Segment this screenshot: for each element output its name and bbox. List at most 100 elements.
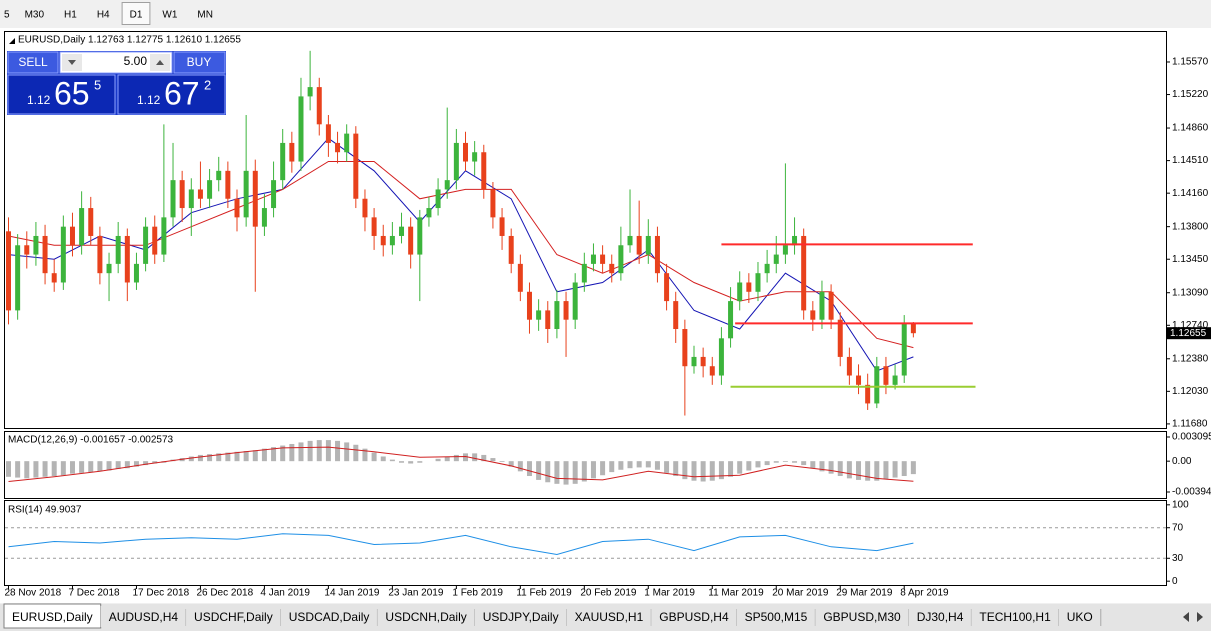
candle-body [874, 366, 880, 404]
chart-tab[interactable]: USDCHF,Daily [194, 610, 273, 624]
macd-bar [325, 440, 331, 462]
lot-value[interactable]: 5.00 [124, 54, 148, 68]
chart-tab-bg [651, 606, 737, 627]
sell-button[interactable] [7, 51, 59, 74]
macd-bar [15, 461, 21, 478]
x-tick-label: 17 Dec 2018 [132, 588, 189, 599]
timeframe-button[interactable]: H4 [97, 10, 110, 21]
candle-body [243, 170, 249, 218]
macd-bar [782, 461, 788, 462]
macd-bar [60, 461, 66, 476]
chart-tab[interactable]: SP500,M15 [745, 610, 808, 624]
candle-body [280, 142, 286, 181]
macd-bar [143, 461, 149, 466]
macd-bar [865, 461, 871, 481]
macd-bar [42, 461, 48, 477]
macd-bar [581, 461, 587, 482]
macd-bar [609, 461, 615, 473]
candle-body [444, 180, 450, 190]
chart-tab[interactable]: USDCAD,Daily [289, 610, 370, 624]
candle-body [673, 301, 679, 330]
macd-bar [755, 461, 761, 468]
timeframe-toolbar: 5 M30 H1 H4 D1 W1 MN [4, 2, 213, 25]
macd-bar [691, 461, 697, 481]
timeframe-button[interactable]: H1 [64, 10, 77, 21]
candle-body [344, 133, 350, 153]
candle-body [170, 180, 176, 218]
chart-tab-bg [377, 606, 475, 627]
tab-scroll-right[interactable] [1197, 612, 1203, 622]
candle-body [600, 254, 606, 264]
chart-tab[interactable]: XAUUSD,H1 [575, 610, 644, 624]
x-tick-label: 28 Nov 2018 [5, 588, 62, 599]
timeframe-button[interactable]: 5 [4, 10, 10, 21]
chart-tab[interactable]: EURUSD,Daily [12, 610, 93, 624]
buy-price-main: 67 [164, 75, 200, 111]
candle-body [453, 142, 459, 181]
macd-bar [636, 461, 642, 468]
candle-body [883, 366, 889, 385]
timeframe-button[interactable]: W1 [162, 10, 177, 21]
chart-tab[interactable]: USDJPY,Daily [483, 610, 559, 624]
chart-tab-bg [280, 606, 378, 627]
macd-bar [590, 461, 596, 479]
candle-body [627, 235, 633, 246]
chart-tab[interactable]: UKO [1067, 610, 1093, 624]
chart-tab[interactable]: TECH100,H1 [979, 610, 1051, 624]
y-tick-label: 1.15570 [1172, 57, 1209, 68]
macd-bar [545, 461, 551, 483]
candle-body [197, 189, 203, 199]
y-tick-label: 1.13450 [1172, 254, 1209, 265]
chart-tab[interactable]: USDCNH,Daily [385, 610, 466, 624]
x-tick-label: 20 Feb 2019 [580, 588, 637, 599]
candle-body [691, 356, 697, 367]
collapse-icon[interactable] [9, 38, 15, 44]
chart-tab[interactable]: DJ30,H4 [917, 610, 964, 624]
macd-bar [856, 461, 862, 480]
candle-body [152, 226, 158, 255]
candle-body [24, 245, 30, 255]
chart-tab[interactable]: AUDUSD,H4 [109, 610, 179, 624]
candle-body [901, 323, 907, 376]
chart-tab[interactable]: GBPUSD,H4 [659, 610, 729, 624]
chart-tab[interactable]: GBPUSD,M30 [823, 610, 901, 624]
candle-body [645, 235, 651, 255]
chart-tab-bg [100, 606, 187, 627]
candle-body [33, 235, 39, 255]
candle-body [618, 245, 624, 274]
lot-field[interactable] [59, 51, 173, 74]
y-tick-label: -0.003947 [1172, 487, 1211, 498]
candle-body [463, 142, 468, 162]
buy-label[interactable]: BUY [187, 55, 212, 69]
buy-price-small: 2 [204, 77, 211, 92]
buy-price-box[interactable] [117, 74, 226, 115]
timeframe-button[interactable]: M30 [25, 10, 45, 21]
buy-button[interactable] [173, 51, 226, 74]
timeframe-button[interactable]: MN [197, 10, 213, 21]
candle-body [517, 263, 523, 292]
macd-bar [682, 461, 688, 480]
macd-bar [554, 461, 560, 484]
x-tick-label: 23 Jan 2019 [388, 588, 443, 599]
candle-body [335, 142, 341, 153]
x-tick-label: 20 Mar 2019 [772, 588, 829, 599]
candle-body [792, 235, 798, 246]
sell-label[interactable]: SELL [18, 55, 48, 69]
sell-price-box[interactable] [7, 74, 116, 115]
macd-bar [362, 448, 368, 462]
candle-body [216, 170, 222, 181]
candle-body [353, 133, 359, 199]
candle-body [188, 189, 194, 209]
macd-bar [453, 454, 459, 462]
candle-body [316, 87, 322, 125]
timeframe-button[interactable]: D1 [130, 10, 143, 21]
arrow-up [156, 60, 164, 65]
tab-scroll-left[interactable] [1183, 612, 1189, 622]
macd-bar [764, 461, 770, 466]
x-tick-label: 1 Feb 2019 [452, 588, 503, 599]
macd-bar [728, 461, 734, 477]
candle-body [79, 208, 85, 246]
macd-bar [115, 461, 121, 469]
candle-body [782, 245, 788, 255]
y-tick-label: 1.12740 [1172, 320, 1209, 331]
